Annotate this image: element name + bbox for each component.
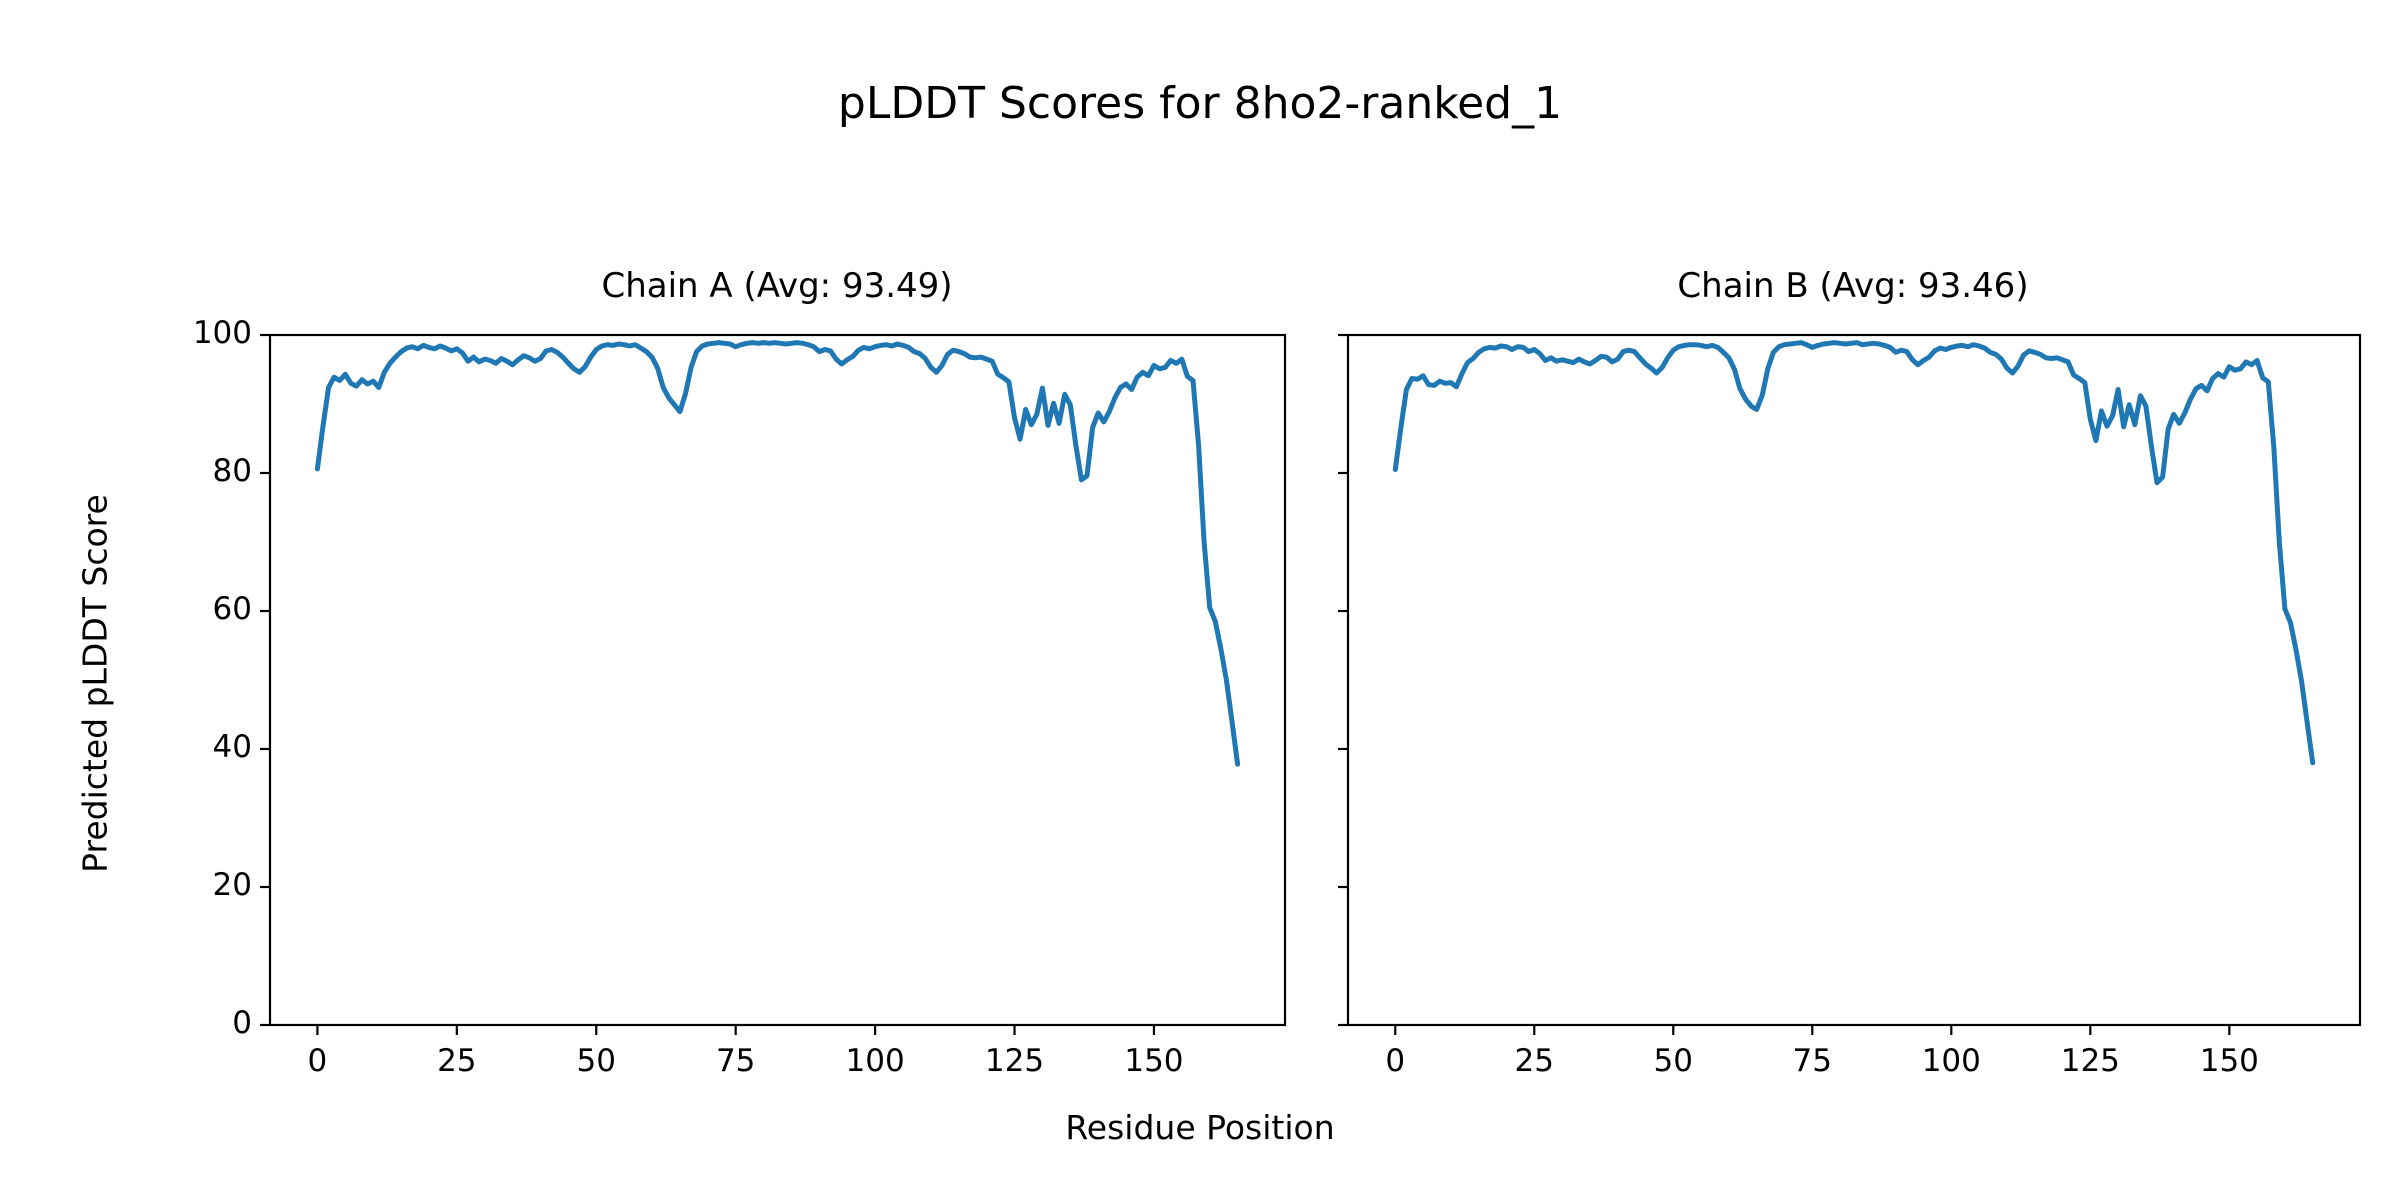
chain-b-x-tick-label: 25	[1514, 1043, 1554, 1079]
chain-b-x-tick-label: 0	[1385, 1043, 1406, 1079]
chain-a-title: Chain A (Avg: 93.49)	[601, 266, 953, 306]
chain-a-x-tick-label: 75	[715, 1043, 756, 1079]
chain-a-y-tick-label: 60	[212, 591, 252, 627]
x-axis-label: Residue Position	[1065, 1108, 1335, 1147]
y-axis-label: Predicted pLDDT Score	[75, 494, 115, 873]
chain-b-x-tick-label: 150	[2199, 1043, 2259, 1079]
chain-a-y-tick-label: 40	[212, 729, 252, 765]
chain-b-x-tick-label: 100	[1921, 1043, 1981, 1079]
chain-a-y-tick-label: 20	[212, 867, 252, 903]
chain-b-axes-frame	[1346, 333, 2362, 1027]
chain-a-y-tick-label: 0	[232, 1005, 252, 1041]
chain-b-x-tick-label: 125	[2060, 1043, 2120, 1079]
chain-a-x-tick-label: 125	[984, 1043, 1045, 1079]
chain-a-x-tick-label: 50	[576, 1043, 616, 1079]
plddt-line-chain-b	[1392, 340, 2316, 766]
chain-a-x-tick-label: 0	[307, 1043, 328, 1079]
chain-a-x-tick-label: 100	[845, 1043, 905, 1079]
chain-b-title: Chain B (Avg: 93.46)	[1677, 266, 2029, 306]
chain-a-y-tick-label: 100	[192, 315, 252, 351]
chain-a-axes-frame	[268, 333, 1287, 1027]
chain-b-x-tick-label: 75	[1792, 1043, 1832, 1079]
chain-a-y-tick-label: 80	[212, 453, 252, 489]
figure-title: pLDDT Scores for 8ho2-ranked_1	[837, 78, 1563, 129]
chain-a-x-tick-label: 150	[1124, 1043, 1184, 1079]
chain-a-x-tick-label: 25	[437, 1043, 477, 1079]
chain-b-x-tick-label: 50	[1653, 1043, 1693, 1079]
plddt-line-chain-a	[314, 340, 1241, 767]
